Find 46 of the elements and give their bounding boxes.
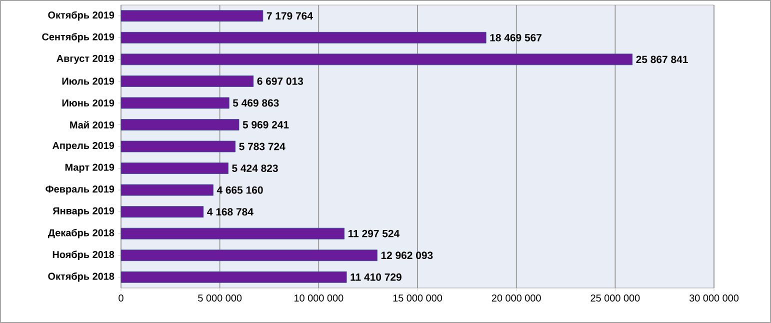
- data-label: 12 962 093: [381, 252, 433, 260]
- x-tick-label: 20 000 000: [492, 294, 541, 302]
- x-tick-label: 10 000 000: [294, 294, 344, 302]
- bar: [120, 206, 204, 218]
- y-tick-label: Ноябрь 2018: [52, 250, 114, 260]
- y-tick-label: Февраль 2019: [46, 186, 114, 195]
- data-label: 5 424 823: [232, 164, 278, 172]
- y-tick-label: Март 2019: [65, 164, 114, 173]
- data-label: 18 469 567: [490, 34, 542, 42]
- y-tick-label: Октябрь 2018: [48, 272, 114, 282]
- data-label: 7 179 764: [266, 12, 313, 20]
- bar: [120, 228, 345, 240]
- bar: [120, 54, 633, 66]
- bar: [120, 250, 378, 262]
- y-tick-label: Декабрь 2018: [48, 228, 114, 238]
- data-label: 5 783 724: [239, 142, 286, 150]
- x-tick-label: 15 000 000: [393, 294, 442, 302]
- bar: [120, 162, 228, 174]
- data-label: 5 969 241: [242, 121, 289, 128]
- data-label: 4 665 160: [216, 186, 263, 194]
- y-tick-label: Апрель 2019: [52, 142, 114, 152]
- data-label: 5 469 863: [232, 99, 279, 107]
- data-label: 11 410 729: [350, 273, 402, 281]
- bar: [120, 271, 347, 283]
- bar: [120, 184, 214, 196]
- data-label: 25 867 841: [636, 56, 688, 64]
- bar: [120, 32, 486, 44]
- y-tick-label: Январь 2019: [52, 207, 114, 216]
- bar: [120, 75, 254, 87]
- y-tick-label: Октябрь 2019: [48, 11, 114, 21]
- y-tick-label: Июль 2019: [62, 78, 114, 85]
- bar: [120, 10, 264, 22]
- bar: [120, 140, 236, 152]
- data-label: 11 297 524: [348, 230, 400, 238]
- x-tick-label: 5 000 000: [198, 294, 242, 302]
- x-tick-label: 25 000 000: [590, 294, 640, 302]
- bar: [120, 97, 230, 109]
- y-tick-label: Август 2019: [56, 54, 114, 64]
- bar: [120, 119, 240, 130]
- y-tick-label: Июнь 2019: [62, 99, 114, 106]
- data-label: 6 697 013: [257, 77, 304, 85]
- data-label: 4 168 784: [207, 208, 254, 216]
- y-tick-label: Май 2019: [70, 120, 114, 128]
- x-tick-label: 30 000 000: [689, 294, 739, 302]
- x-tick-label: 0: [118, 294, 124, 302]
- y-tick-label: Сентябрь 2019: [42, 32, 114, 42]
